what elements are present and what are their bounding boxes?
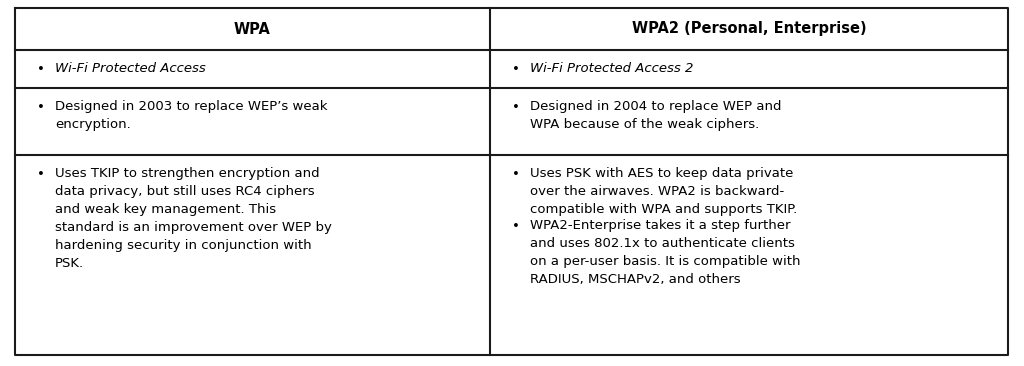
Text: WPA: WPA (234, 22, 271, 37)
Text: •: • (37, 168, 45, 181)
Text: Wi-Fi Protected Access: Wi-Fi Protected Access (55, 62, 206, 75)
Text: •: • (512, 220, 520, 233)
Text: Uses TKIP to strengthen encryption and
data privacy, but still uses RC4 ciphers
: Uses TKIP to strengthen encryption and d… (55, 167, 332, 270)
Text: Designed in 2003 to replace WEP’s weak
encryption.: Designed in 2003 to replace WEP’s weak e… (55, 100, 328, 131)
Text: WPA2-Enterprise takes it a step further
and uses 802.1x to authenticate clients
: WPA2-Enterprise takes it a step further … (530, 219, 801, 286)
Text: •: • (37, 101, 45, 114)
Text: Wi-Fi Protected Access 2: Wi-Fi Protected Access 2 (530, 62, 693, 75)
Text: •: • (512, 63, 520, 76)
Text: Designed in 2004 to replace WEP and
WPA because of the weak ciphers.: Designed in 2004 to replace WEP and WPA … (530, 100, 781, 131)
Text: •: • (37, 63, 45, 76)
Text: WPA2 (Personal, Enterprise): WPA2 (Personal, Enterprise) (632, 22, 866, 37)
Text: Uses PSK with AES to keep data private
over the airwaves. WPA2 is backward-
comp: Uses PSK with AES to keep data private o… (530, 167, 798, 216)
Text: •: • (512, 101, 520, 114)
Text: •: • (512, 168, 520, 181)
